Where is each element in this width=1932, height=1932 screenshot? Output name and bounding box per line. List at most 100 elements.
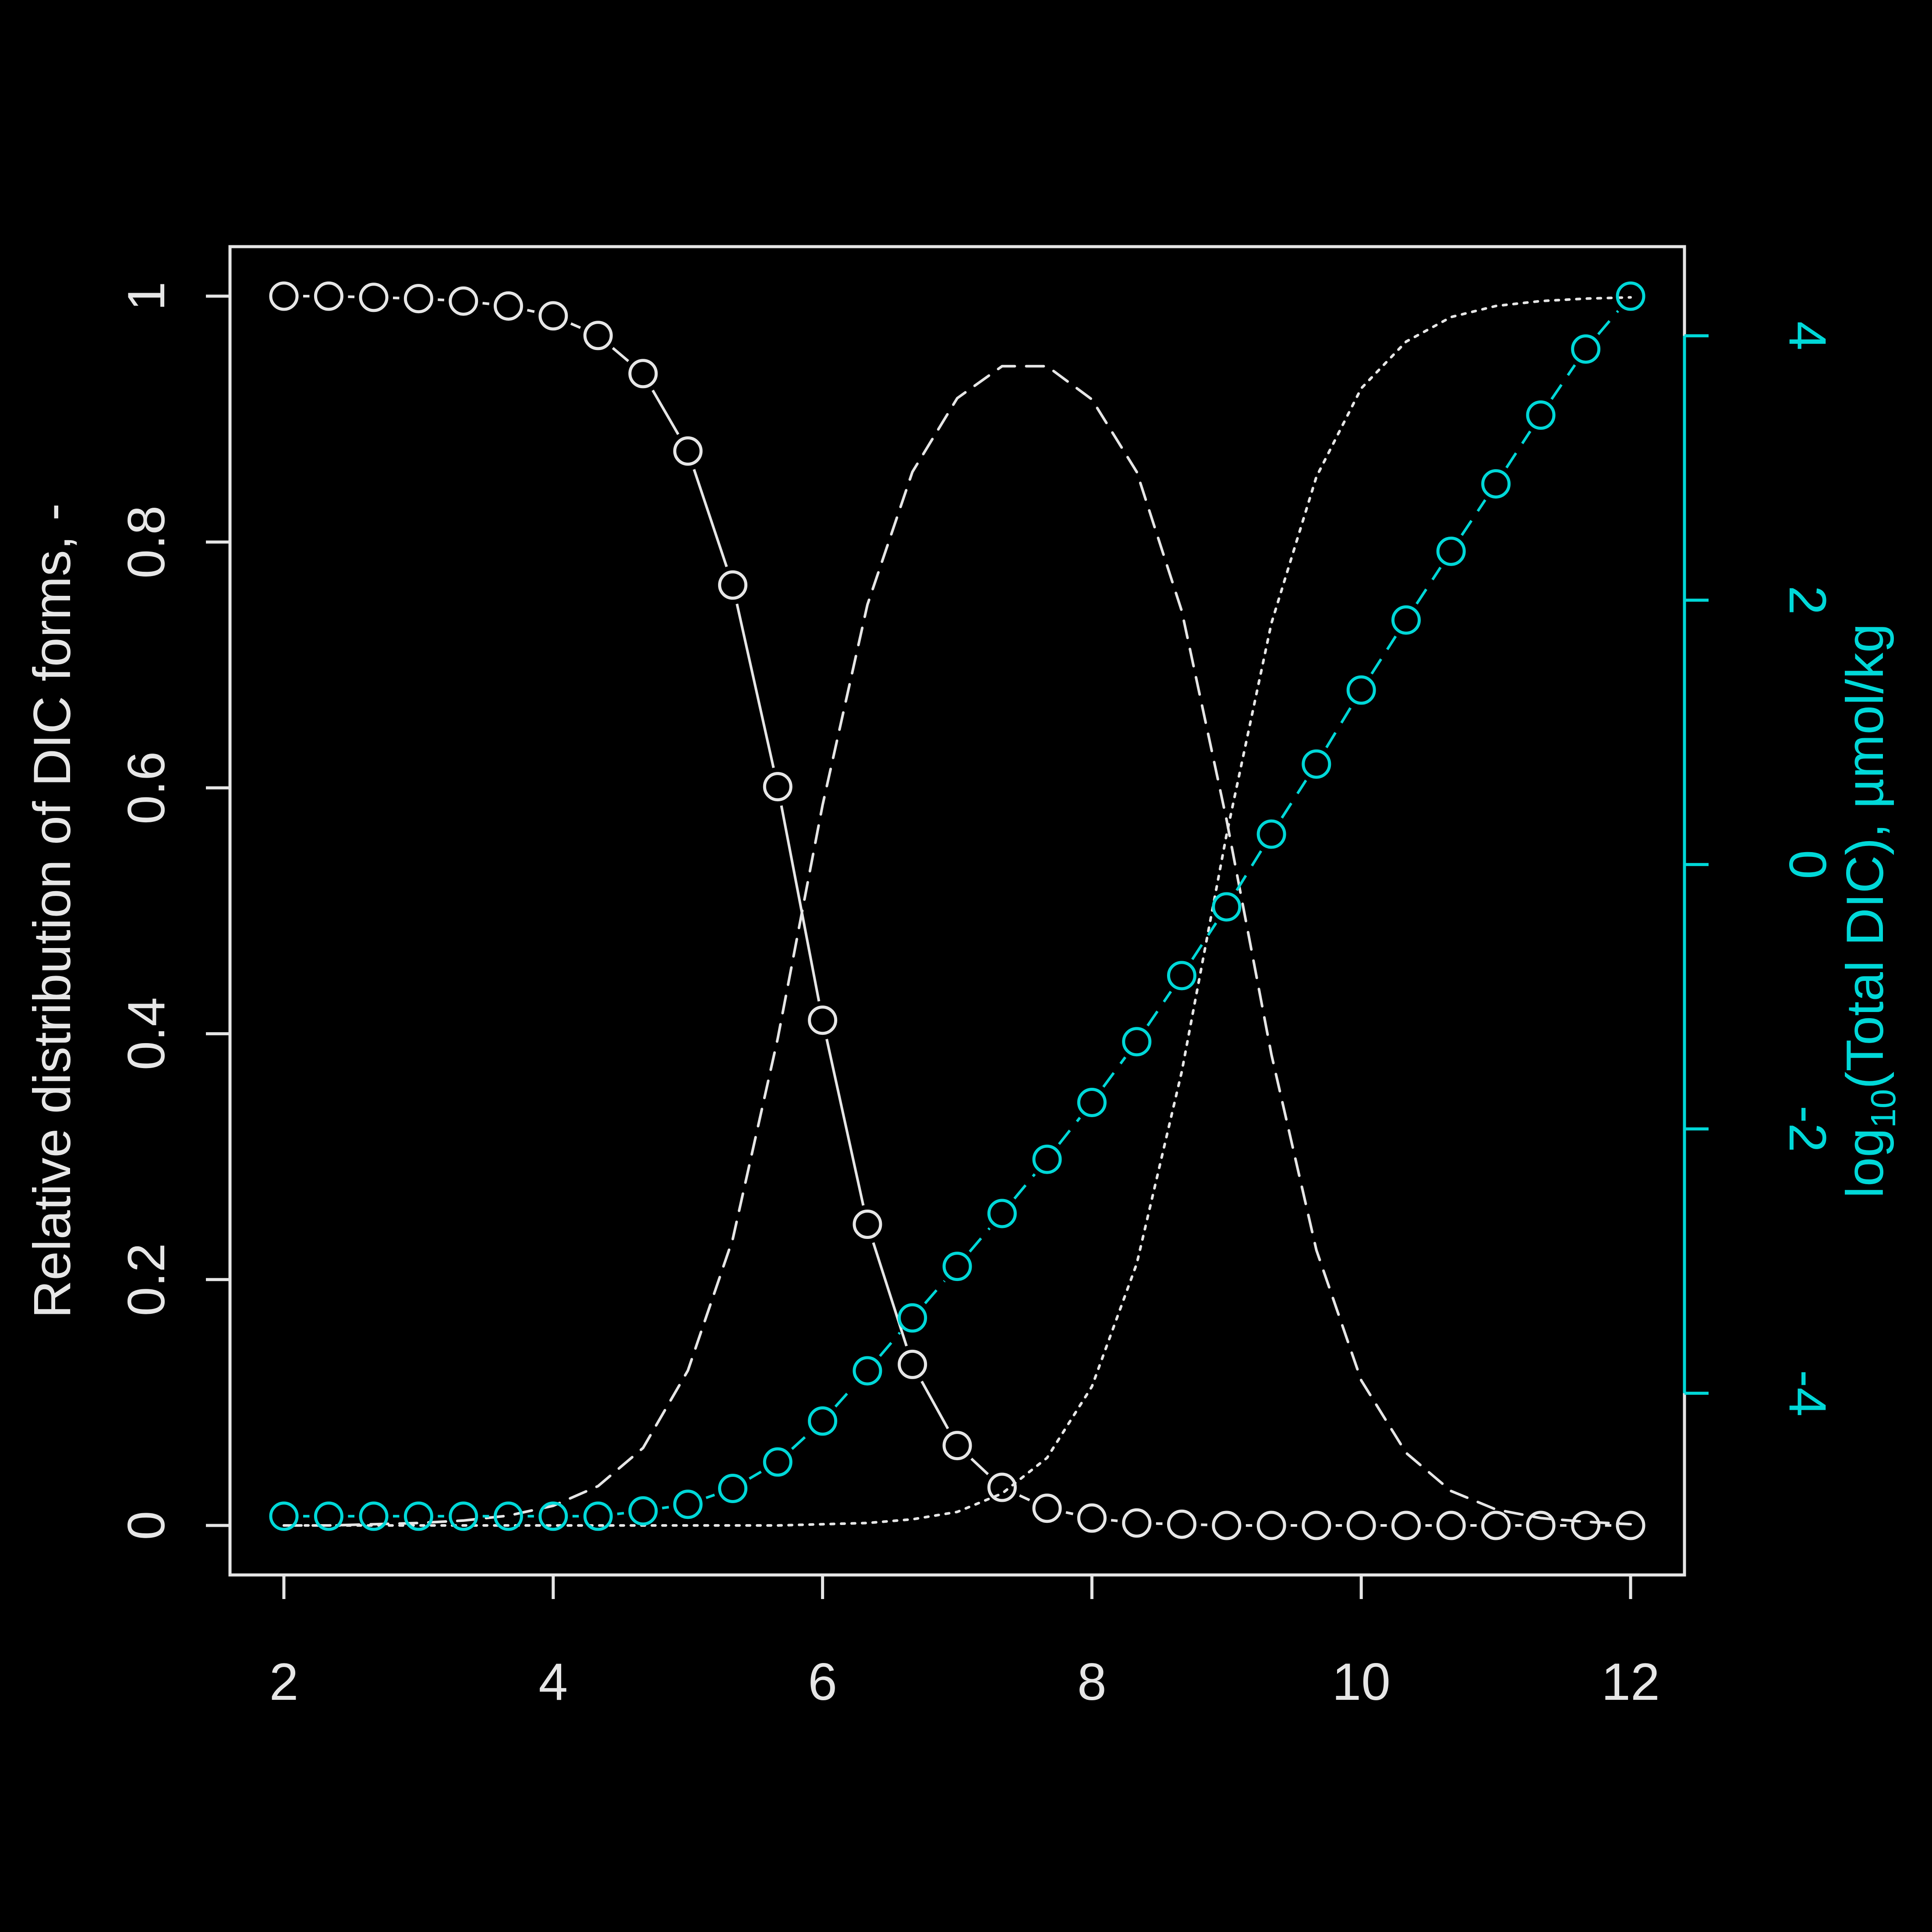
series-0-segment — [612, 347, 630, 362]
series-3-segment — [1461, 499, 1486, 536]
series-0-segment — [970, 1458, 989, 1476]
series-3-segment — [1370, 635, 1397, 675]
series-3-point — [1571, 334, 1601, 364]
series-3-segment — [791, 1433, 810, 1450]
series-0-point — [1346, 1511, 1376, 1540]
y-tick-label: 0.8 — [117, 506, 176, 579]
series-3-point — [1032, 1144, 1062, 1174]
series-0-segment — [570, 322, 581, 329]
series-3-segment — [1281, 779, 1307, 819]
series-0-segment — [1065, 1511, 1074, 1515]
series-0-point — [1526, 1511, 1556, 1540]
series-3-point — [1302, 749, 1331, 779]
series-1-line — [283, 364, 1632, 1527]
series-3-point — [1526, 400, 1556, 430]
series-3-segment — [1505, 430, 1532, 469]
series-3-point — [898, 1303, 927, 1333]
x-tick-label: 12 — [1601, 1652, 1660, 1711]
series-3-segment — [969, 1227, 991, 1253]
series-0-point — [763, 772, 793, 802]
series-3-point — [1077, 1087, 1107, 1117]
series-3-segment — [924, 1280, 946, 1305]
series-0-point — [1256, 1511, 1286, 1540]
series-layer — [269, 281, 1645, 1540]
series-0-point — [1122, 1508, 1152, 1538]
series-0-segment — [527, 308, 535, 313]
series-2-line — [283, 296, 1632, 1527]
y2-axis-title-subscript: 10 — [1864, 1089, 1903, 1128]
y2-tick-label: -2 — [1778, 1105, 1837, 1152]
series-0-point — [1212, 1511, 1242, 1540]
series-0-point — [1032, 1493, 1062, 1523]
x-tick-label: 6 — [808, 1652, 837, 1711]
series-3-segment — [1191, 922, 1217, 960]
series-3-point — [1167, 961, 1196, 991]
series-0-segment — [780, 805, 821, 1002]
series-0-point — [1391, 1511, 1421, 1540]
series-3-segment — [1058, 1117, 1081, 1145]
series-0-segment — [825, 1039, 865, 1206]
series-0-point — [898, 1349, 927, 1379]
series-0-point — [1077, 1503, 1107, 1533]
y2-axis-title-suffix: (Total DIC), µmol/kg — [1836, 623, 1894, 1089]
series-3-segment — [705, 1493, 715, 1499]
y2-axis-title: log10(Total DIC), µmol/kg — [1836, 623, 1903, 1198]
series-0-point — [1302, 1511, 1331, 1540]
series-0-point — [314, 281, 343, 311]
series-3-segment — [879, 1331, 901, 1357]
series-0-point — [1436, 1511, 1466, 1540]
series-3-point — [1391, 605, 1421, 635]
series-3-point — [987, 1199, 1017, 1228]
series-3-point — [1616, 281, 1645, 311]
y-tick-label: 1 — [117, 282, 176, 311]
y2-axis-title-prefix: log — [1836, 1128, 1894, 1198]
x-tick-label: 2 — [269, 1652, 299, 1711]
series-3-point — [1212, 892, 1242, 922]
series-3-point — [449, 1501, 478, 1531]
series-0-point — [628, 359, 658, 389]
series-0-point — [1571, 1511, 1601, 1540]
series-0-point — [538, 301, 568, 331]
series-0-point — [359, 283, 389, 312]
series-3-point — [763, 1447, 793, 1477]
series-0-segment — [693, 469, 728, 567]
series-0-point — [808, 1005, 838, 1035]
series-3-point — [853, 1356, 882, 1386]
series-0-point — [1616, 1511, 1645, 1540]
series-3-segment — [1235, 849, 1263, 892]
series-3-point — [673, 1490, 703, 1519]
series-0-point — [449, 286, 478, 316]
series-3-point — [718, 1474, 748, 1504]
series-0-point — [853, 1210, 882, 1239]
series-3-segment — [662, 1506, 669, 1510]
series-3-segment — [1013, 1173, 1036, 1200]
y-tick-label: 0.6 — [117, 751, 176, 824]
series-0-point — [673, 436, 703, 466]
series-3-point — [1346, 675, 1376, 705]
series-0-segment — [651, 389, 679, 435]
series-3-segment — [748, 1470, 762, 1480]
series-3-segment — [834, 1384, 856, 1408]
series-3-point — [942, 1252, 972, 1281]
series-3-point — [1436, 536, 1466, 566]
y-axis-title: Relative distribution of DIC forms, - — [23, 503, 81, 1319]
x-axis: 2 4 6 8 10 12 — [269, 1573, 1660, 1711]
y-tick-label: 0 — [117, 1511, 176, 1540]
series-0-point — [403, 284, 433, 314]
y-axis-right: -4 -2 0 2 4 — [1683, 321, 1837, 1417]
y2-tick-label: 0 — [1778, 850, 1837, 879]
series-0-segment — [1111, 1518, 1118, 1522]
series-3-point — [314, 1501, 343, 1531]
series-0-point — [718, 570, 748, 600]
series-3-point — [538, 1501, 568, 1531]
series-3-point — [628, 1496, 658, 1526]
series-3-segment — [1146, 991, 1172, 1027]
series-0-point — [493, 291, 523, 321]
y2-tick-label: 2 — [1778, 586, 1837, 615]
series-0-segment — [736, 603, 775, 768]
y2-tick-label: 4 — [1778, 321, 1837, 350]
x-tick-label: 4 — [538, 1652, 568, 1711]
series-0-point — [942, 1431, 972, 1461]
series-3-point — [403, 1501, 433, 1531]
series-0-point — [269, 281, 299, 311]
